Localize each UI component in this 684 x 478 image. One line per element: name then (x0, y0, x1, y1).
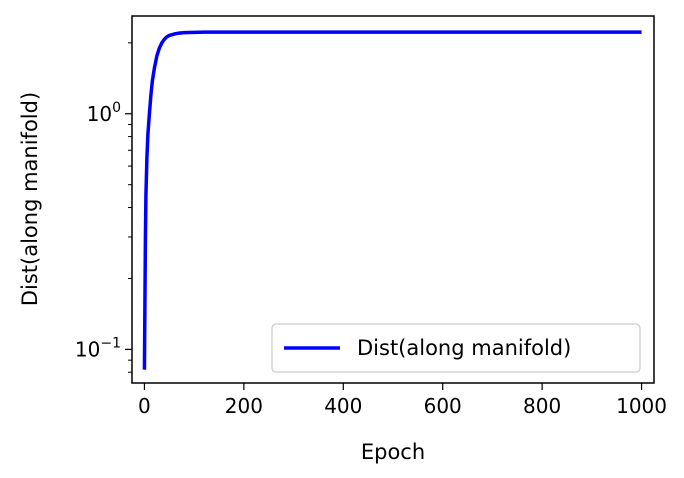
x-tick-label: 0 (138, 394, 151, 418)
x-tick-label: 200 (225, 394, 263, 418)
legend-box (271, 323, 641, 373)
legend: Dist(along manifold) (271, 323, 641, 373)
y-tick-label: 100 (87, 100, 121, 126)
x-tick-label: 800 (523, 394, 561, 418)
x-tick-label: 400 (324, 394, 362, 418)
y-tick-label: 10−1 (75, 335, 121, 361)
x-tick-label: 600 (424, 394, 462, 418)
y-axis-label: Dist(along manifold) (18, 92, 42, 306)
series-line-0 (142, 30, 642, 370)
x-axis-label: Epoch (361, 440, 425, 464)
legend-label: Dist(along manifold) (357, 336, 571, 360)
x-tick-label: 1000 (616, 394, 667, 418)
plot-frame (131, 15, 655, 384)
